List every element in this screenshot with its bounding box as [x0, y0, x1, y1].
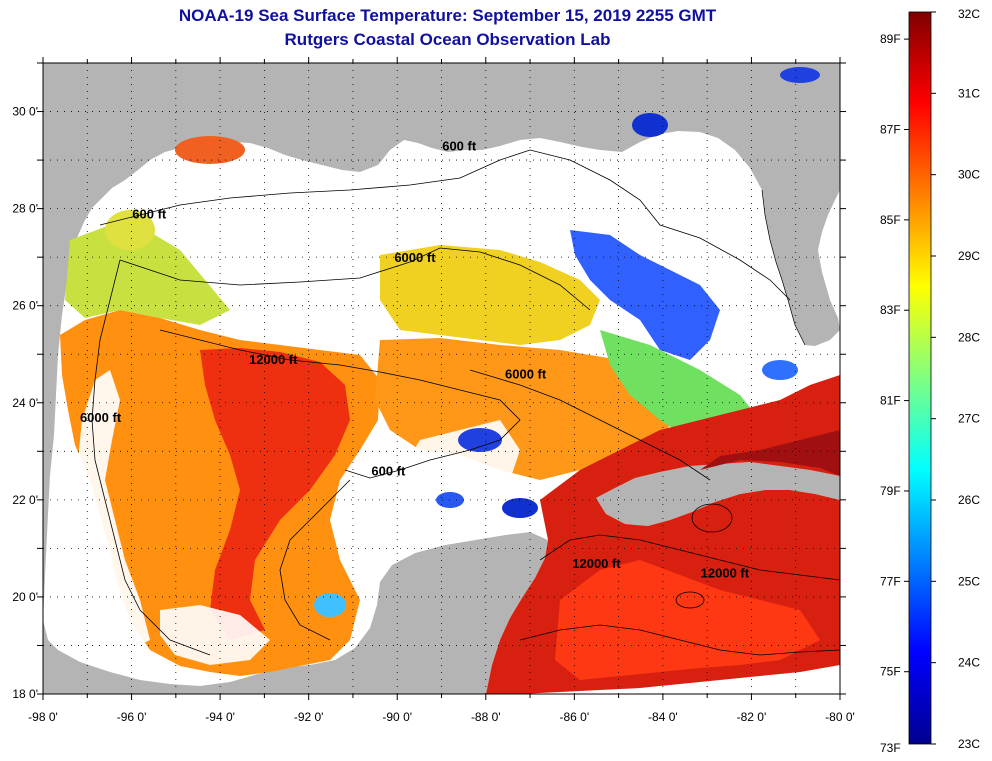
x-tick-label: -88 0': [471, 710, 501, 724]
sst-patch-tx-coast: [105, 210, 155, 250]
x-tick-label: -86 0': [560, 710, 590, 724]
contour-yucatan-shelf: [279, 479, 351, 641]
colorbar-celsius-label: 28C: [958, 330, 980, 344]
land-north: [43, 63, 840, 620]
colorbar-fahrenheit-label: 87F: [880, 122, 901, 136]
sst-east-cool: [570, 230, 720, 360]
colorbar-celsius-label: 26C: [958, 493, 980, 507]
cloud-west: [78, 370, 150, 650]
cloud-north-strip: [150, 188, 660, 270]
sst-patch-blue2: [502, 498, 538, 518]
sst-patch-blue6: [762, 360, 798, 380]
y-tick-label: 30 0': [12, 105, 38, 119]
colorbar-celsius-label: 23C: [958, 737, 980, 751]
cloud-south-west: [160, 605, 270, 665]
contour-label: 600 ft: [371, 464, 406, 479]
colorbar-fahrenheit-label: 77F: [880, 574, 901, 588]
contour-ring1: [675, 591, 705, 609]
contour-caribbean-12000: [539, 534, 840, 581]
sst-loop-hot: [200, 348, 350, 640]
y-tick-label: 20 0': [12, 590, 38, 604]
sst-caribbean-red: [555, 560, 820, 680]
sst-patch-blue4: [632, 113, 668, 137]
land-cuba: [596, 462, 840, 526]
sst-east-green: [600, 330, 760, 440]
x-tick-label: -98 0': [28, 710, 58, 724]
contour-600ft: [99, 149, 791, 301]
x-tick-label: -94 0': [205, 710, 235, 724]
contour-label: 6000 ft: [394, 250, 436, 265]
colorbar-celsius-label: 31C: [958, 86, 980, 100]
colorbar-fahrenheit-label: 85F: [880, 213, 901, 227]
contour-6000ft-north: [119, 247, 591, 311]
x-tick-label: -84 0': [648, 710, 678, 724]
x-axis: -98 0' -96 0' -94 0' -92 0' -90 0' -88 0' -86 …: [28, 57, 855, 724]
contour-6000ft-east: [469, 369, 711, 481]
sst-patch-blue5: [780, 67, 820, 83]
contour-12000ft: [159, 329, 521, 479]
coastline: [761, 189, 806, 346]
y-tick-label: 28 0': [12, 202, 38, 216]
sst-patch-cyan: [314, 593, 346, 617]
x-tick-label: -82 0': [737, 710, 767, 724]
sst-central-yellow: [380, 245, 600, 345]
y-tick-label: 18 0': [12, 687, 38, 701]
contour-label: 12000 ft: [249, 352, 298, 367]
colorbar-celsius-label: 27C: [958, 412, 980, 426]
graticule: [43, 63, 840, 694]
colorbar-fahrenheit-label: 81F: [880, 394, 901, 408]
sst-cuba-north-darkred: [700, 430, 840, 476]
colorbar-celsius-label: 29C: [958, 249, 980, 263]
colorbar-fahrenheit-label: 89F: [880, 32, 901, 46]
colorbar: [908, 11, 932, 745]
colorbar-fahrenheit-label: 83F: [880, 303, 901, 317]
contour-label: 6000 ft: [505, 367, 547, 382]
contour-label: 12000 ft: [701, 566, 750, 581]
land-mexico: [43, 532, 548, 694]
x-tick-label: -80 0': [825, 710, 855, 724]
contour-label: 600 ft: [442, 138, 477, 153]
contour-label: 6000 ft: [80, 410, 122, 425]
colorbar-fahrenheit-label: 75F: [880, 665, 901, 679]
colorbar-fahrenheit-labels: 89F 87F 85F 83F 81F 79F 77F 75F 73F: [880, 32, 909, 755]
colorbar-celsius-labels: 32C 31C 30C 29C 28C 27C 26C 25C 24C 23C: [931, 7, 980, 751]
sst-patch-blue1: [458, 428, 502, 452]
y-axis: 30 0' 28 0' 26 0' 24 0' 22 0' 20 0' 18 0': [12, 62, 846, 701]
x-tick-label: -92 0': [294, 710, 324, 724]
contour-caribbean-2: [519, 624, 840, 656]
colorbar-fahrenheit-label: 73F: [880, 741, 901, 755]
contour-ring2: [691, 503, 733, 533]
y-tick-label: 24 0': [12, 396, 38, 410]
contour-labels: 600 ft 600 ft 6000 ft 12000 ft 6000 ft 6000 f…: [80, 138, 750, 580]
colorbar-celsius-label: 24C: [958, 656, 980, 670]
x-tick-label: -96 0': [117, 710, 147, 724]
x-tick-label: -90 0': [382, 710, 412, 724]
y-tick-label: 26 0': [12, 299, 38, 313]
map-title: NOAA-19 Sea Surface Temperature: Septemb…: [178, 6, 717, 25]
y-tick-label: 22 0': [12, 493, 38, 507]
colorbar-celsius-label: 25C: [958, 574, 980, 588]
contour-label: 600 ft: [132, 206, 167, 221]
cloud-yucatan-n: [380, 515, 548, 565]
contour-6000ft-west: [91, 259, 211, 656]
colorbar-fahrenheit-label: 79F: [880, 484, 901, 498]
sst-patch-la-coast: [175, 136, 245, 164]
contour-label: 12000 ft: [572, 556, 621, 571]
map-subtitle: Rutgers Coastal Ocean Observation Lab: [284, 30, 611, 49]
sst-west-cool-fringe: [65, 225, 230, 325]
colorbar-celsius-label: 32C: [958, 7, 980, 21]
colorbar-celsius-label: 30C: [958, 168, 980, 182]
